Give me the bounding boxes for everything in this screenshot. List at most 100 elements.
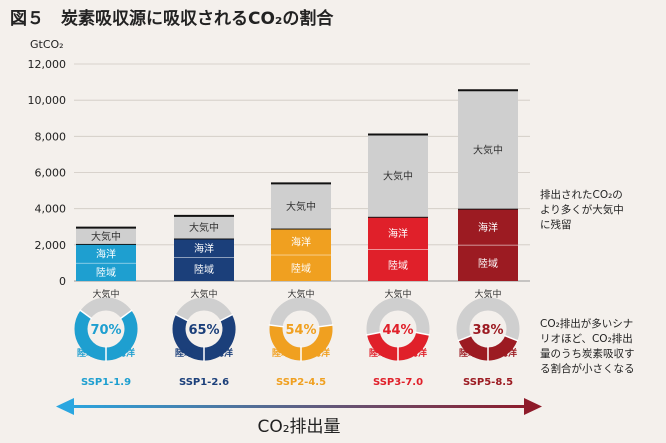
y-axis-label: GtCO₂ [30,38,64,51]
y-tick-label: 2,000 [35,239,67,252]
y-tick-label: 0 [59,275,66,288]
segment-label: 陸域 [194,263,214,276]
segment-label: 大気中 [189,221,219,234]
annotation-absorption-note: CO₂排出が多いシナリオほど、CO₂排出量のうち炭素吸収する割合が小さくなる [540,317,635,375]
absorbed-percent: 70% [90,323,121,338]
scenario-label: SSP5-8.5 [463,377,513,388]
ring-label-ocean: 海洋 [312,347,330,359]
y-tick-label: 12,000 [28,58,67,71]
arrow-shaft [66,405,532,408]
annotation-line: 排出されたCO₂の [540,188,623,201]
segment-label: 海洋 [291,236,311,249]
gridlines [74,63,530,282]
ring-separator [268,324,284,328]
ring-separator [219,313,234,322]
annotation-line: に残留 [540,218,572,231]
ring-label-ocean: 海洋 [499,347,517,359]
bar-segment-land [76,262,136,281]
y-tick-label: 8,000 [35,130,67,143]
bar-segment-atmosphere [76,227,136,244]
bar-segment-ocean [174,238,234,258]
segment-label: 陸域 [291,262,311,275]
scenario-label: SSP3-7.0 [373,377,423,388]
bar-segment-ocean [271,228,331,255]
bar-segment-atmosphere [271,183,331,229]
arrow-head-left [56,398,74,415]
bar-segment-atmosphere [174,215,234,239]
annotation-line: リオほど、CO₂排出 [540,332,633,345]
ring-label-land: 陸域 [459,347,477,359]
emissions-arrow [56,398,542,415]
chart-title: 図５ 炭素吸収源に吸収されるCO₂の割合 [10,8,334,29]
scenario-label: SSP1-2.6 [179,377,229,388]
ring-label-land: 陸域 [77,347,95,359]
ring-label-atmosphere: 大気中 [384,288,411,300]
ring-separator [503,334,519,342]
ring-label-atmosphere: 大気中 [474,288,501,300]
segment-label: 海洋 [388,227,408,240]
scenario-label: SSP1-1.9 [81,377,131,388]
ring-separator [174,313,189,322]
ring-label-land: 陸域 [175,347,193,359]
segment-label: 大気中 [473,143,503,156]
ring-separator [365,331,381,336]
ring-label-ocean: 海洋 [409,347,427,359]
bar-segment-ocean [76,243,136,263]
segment-label: 陸域 [96,266,116,279]
segment-label: 海洋 [478,221,498,234]
segment-label: 大気中 [286,200,316,213]
y-ticks: 0 2,000 4,000 6,000 8,000 10,000 12,000 [28,58,67,288]
segment-label: 海洋 [96,247,116,260]
arrow-head-right [524,398,542,415]
bar-segment-atmosphere [368,134,428,217]
ring-label-atmosphere: 大気中 [287,288,314,300]
ring-separator [79,309,93,320]
scenario-label: SSP2-4.5 [276,377,326,388]
annotation-line: る割合が小さくなる [540,362,635,375]
y-tick-label: 10,000 [28,94,67,107]
annotation-atmosphere-note: 排出されたCO₂のより多くが大気中に残留 [540,188,624,231]
annotation-line: CO₂排出が多いシナ [540,317,633,330]
y-tick-label: 6,000 [35,167,67,180]
bar-segment-atmosphere [458,90,518,209]
ring-separator [119,309,133,320]
bar-segment-ocean [458,208,518,245]
bar-segment-ocean [368,216,428,250]
bar-segment-land [271,254,331,281]
absorbed-percent: 38% [472,323,503,338]
absorbed-percent: 44% [382,323,413,338]
annotation-line: より多くが大気中 [540,203,624,216]
segment-label: 陸域 [478,257,498,270]
annotation-line: 量のうち炭素吸収す [540,347,635,360]
segment-label: 大気中 [383,170,413,183]
x-axis-label: CO₂排出量 [257,417,340,437]
ring-label-land: 陸域 [369,347,387,359]
ring-separator [415,331,431,336]
absorbed-percent: 54% [285,323,316,338]
ring-label-ocean: 海洋 [117,347,135,359]
ring-label-ocean: 海洋 [215,347,233,359]
bar-segment-land [458,244,518,281]
y-tick-label: 4,000 [35,203,67,216]
ring-label-atmosphere: 大気中 [92,288,119,300]
absorbed-percent: 65% [188,323,219,338]
ring-separator [457,334,473,342]
segment-label: 陸域 [388,259,408,272]
ring-label-atmosphere: 大気中 [190,288,217,300]
bar-segment-land [174,257,234,281]
scenario-labels: SSP1-1.9 SSP1-2.6 SSP2-4.5 SSP3-7.0 SSP5-8.5 [81,377,513,388]
segment-label: 大気中 [91,230,121,243]
